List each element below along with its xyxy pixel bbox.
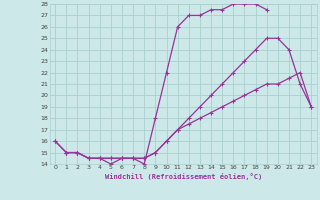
X-axis label: Windchill (Refroidissement éolien,°C): Windchill (Refroidissement éolien,°C): [105, 173, 262, 180]
